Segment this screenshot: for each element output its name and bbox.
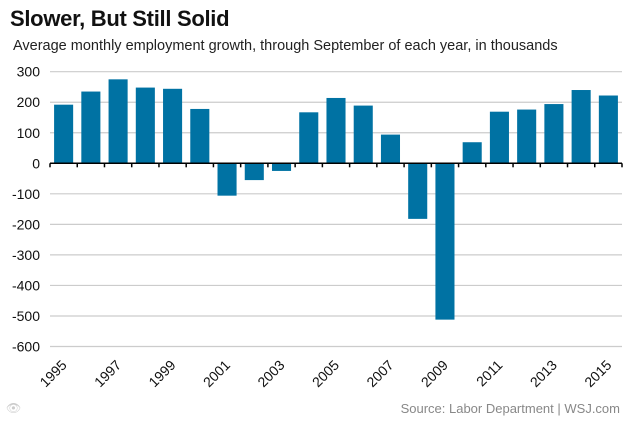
- y-tick-label: 300: [17, 64, 41, 80]
- x-tick-label: 2013: [527, 357, 560, 390]
- x-tick-label: 2007: [363, 357, 396, 390]
- bar-2004: [299, 112, 319, 164]
- y-tick-label: -200: [12, 216, 40, 232]
- y-tick-label: -300: [12, 247, 40, 263]
- x-tick-label: 2015: [581, 357, 614, 390]
- bar-2000: [190, 108, 210, 164]
- bar-1997: [108, 79, 128, 164]
- y-tick-label: 200: [17, 94, 41, 110]
- x-tick-label: 1995: [36, 357, 69, 390]
- y-tick-label: 100: [17, 125, 41, 141]
- bar-1995: [54, 104, 74, 164]
- bar-2011: [489, 111, 509, 164]
- bar-2007: [380, 134, 401, 164]
- x-tick-label: 2005: [309, 357, 342, 390]
- y-tick-label: -400: [12, 277, 40, 293]
- x-tick-label: 2011: [473, 357, 506, 390]
- y-tick-label: -600: [12, 339, 40, 355]
- bar-2012: [517, 109, 537, 164]
- watermark-logo: 👁: [6, 401, 22, 415]
- chart-subtitle: Average monthly employment growth, throu…: [13, 38, 558, 54]
- bar-2010: [462, 142, 482, 164]
- bar-2015: [598, 95, 618, 164]
- y-tick-label: 0: [32, 155, 40, 171]
- bar-2009: [435, 163, 455, 320]
- x-tick-label: 1997: [91, 357, 124, 390]
- bar-2008: [408, 163, 428, 219]
- bar-2003: [271, 163, 292, 171]
- x-tick-label: 2009: [418, 357, 451, 390]
- chart-title: Slower, But Still Solid: [10, 6, 230, 31]
- bar-2001: [217, 163, 237, 196]
- source-note: Source: Labor Department | WSJ.com: [400, 401, 620, 416]
- x-tick-label: 2003: [254, 357, 287, 390]
- bar-1998: [135, 87, 155, 164]
- y-tick-label: -500: [12, 308, 40, 324]
- bar-2014: [571, 90, 591, 164]
- bar-2006: [353, 105, 373, 164]
- bar-2013: [544, 104, 564, 164]
- x-tick-label: 1999: [145, 357, 178, 390]
- bar-1999: [163, 88, 183, 164]
- bar-2002: [244, 163, 264, 181]
- x-tick-label: 2001: [200, 357, 233, 390]
- bar-1996: [81, 91, 101, 164]
- y-tick-label: -100: [12, 186, 40, 202]
- bar-2005: [326, 97, 346, 164]
